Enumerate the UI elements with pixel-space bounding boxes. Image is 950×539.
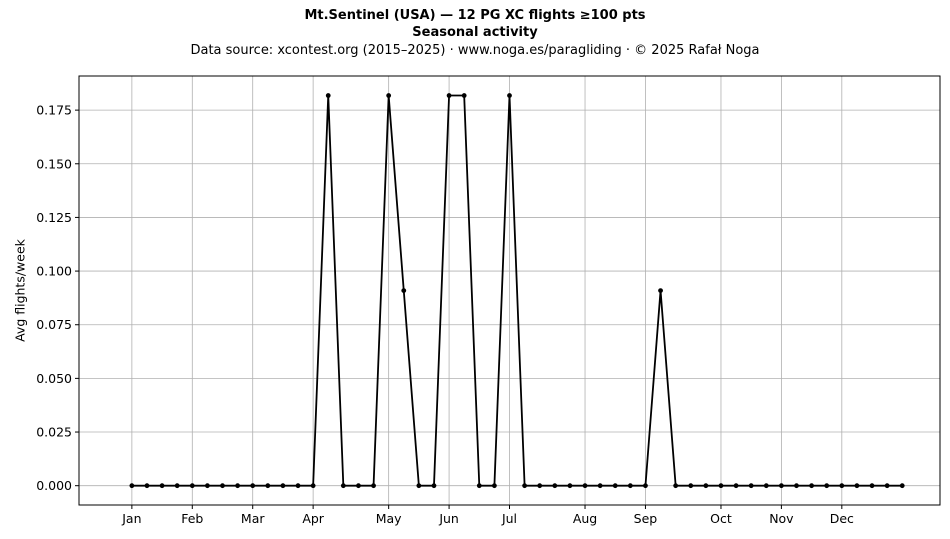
data-point [673,483,679,489]
data-point [476,483,482,489]
data-point [552,483,558,489]
chart-subtitle: Seasonal activity [412,25,538,40]
data-point [582,483,588,489]
x-tick-label: Sep [634,511,658,526]
data-point [794,483,799,489]
data-point [235,483,241,489]
x-tick-label: Jun [438,511,459,526]
y-tick-label: 0.100 [36,264,72,279]
data-point [159,483,165,489]
data-point [809,483,815,489]
data-point [567,483,573,489]
data-point [718,483,724,489]
data-point [537,483,543,489]
data-point [386,93,392,98]
data-point [658,288,663,294]
data-point [144,483,150,489]
x-tick-label: May [376,511,402,526]
x-tick-label: Oct [710,511,732,526]
data-point [416,483,422,489]
y-tick-label: 0.075 [36,317,72,332]
data-point [884,483,890,489]
data-point [839,483,845,489]
data-point [703,483,709,489]
data-point [854,483,860,489]
data-point [688,483,694,489]
data-point [869,483,875,489]
data-point [129,483,135,489]
grid [79,76,940,505]
data-point [371,483,376,489]
data-point [340,483,346,489]
y-tick-label: 0.050 [36,371,72,386]
data-point [189,483,195,489]
y-tick-label: 0.125 [36,210,72,225]
chart-source-note: Data source: xcontest.org (2015–2025) · … [190,43,760,58]
data-point [597,483,603,489]
y-tick-label: 0.025 [36,425,72,440]
ticks: Jan Feb Mar Apr May Jun Jul Aug Sep Oct Nov Dec 0.00… [36,103,854,526]
data-point [461,93,467,98]
data-point [491,483,497,489]
series-group [129,93,905,489]
data-point [824,483,830,489]
data-point [643,483,648,489]
x-tick-label: Apr [302,511,324,526]
data-point [446,93,452,98]
data-point [220,483,225,489]
data-point [295,483,301,489]
data-point [325,93,331,98]
x-tick-label: Jul [501,511,517,526]
x-tick-label: Aug [573,511,597,526]
data-point [612,483,618,489]
x-tick-label: Feb [181,511,203,526]
data-point [174,483,180,489]
data-point [356,483,361,489]
data-point [748,483,754,489]
data-point [204,483,210,489]
data-point [250,483,256,489]
x-tick-label: Mar [241,511,265,526]
data-point [431,483,437,489]
data-point [401,288,407,294]
data-point [899,483,905,489]
y-tick-label: 0.175 [36,103,72,118]
y-tick-label: 0.150 [36,156,72,171]
y-tick-label: 0.000 [36,478,72,493]
x-tick-label: Nov [769,511,794,526]
series-line [131,94,903,487]
x-tick-label: Dec [830,511,854,526]
chart-title: Mt.Sentinel (USA) — 12 PG XC flights ≥10… [304,8,646,23]
data-point [733,483,739,489]
data-point [778,483,784,489]
y-axis-label: Avg flights/week [12,238,27,342]
data-point [627,483,633,489]
x-tick-label: Jan [121,511,141,526]
data-point [763,483,769,489]
data-point [265,483,271,489]
data-point [507,93,512,98]
data-point [280,483,286,489]
data-point [522,483,528,489]
data-point [310,483,316,489]
